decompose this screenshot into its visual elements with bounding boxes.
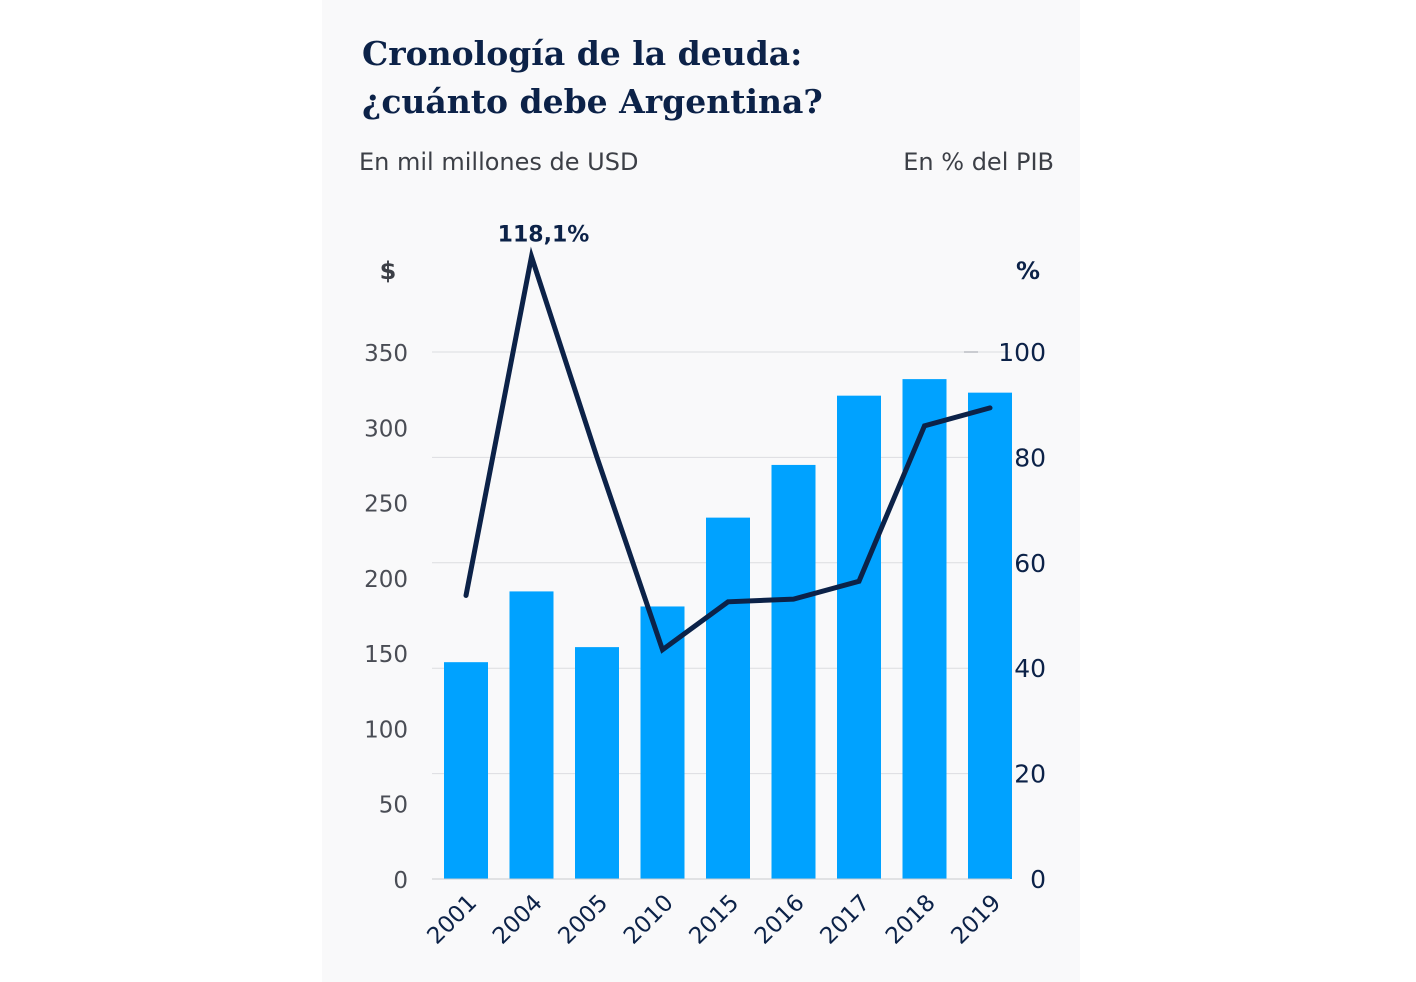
left-axis-unit: $ — [380, 257, 397, 285]
line-point-2015 — [726, 600, 730, 604]
bar-2005 — [575, 647, 619, 879]
x-tick-label-2018: 2018 — [881, 890, 941, 950]
x-tick-label-2016: 2016 — [750, 890, 810, 950]
peak-annotation: 118,1% — [498, 223, 590, 248]
line-series — [463, 246, 993, 654]
line-point-2017 — [857, 579, 861, 583]
right-tick-label: 20 — [1014, 760, 1046, 789]
right-axis-unit: % — [1016, 257, 1040, 285]
line-point-2019 — [988, 406, 992, 410]
bar-2001 — [444, 662, 488, 879]
line-point-2016 — [792, 597, 795, 601]
right-tick-label: 100 — [998, 338, 1046, 367]
title-line-1: Cronología de la deuda: — [362, 34, 803, 73]
left-tick-label: 0 — [393, 868, 408, 894]
x-tick-label-2001: 2001 — [422, 890, 482, 950]
line-point-2001 — [464, 593, 468, 597]
bar-2016 — [771, 464, 816, 879]
right-axis-subtitle: En % del PIB — [903, 148, 1054, 176]
x-tick-label-2019: 2019 — [946, 890, 1006, 950]
left-tick-label: 250 — [364, 492, 408, 518]
left-tick-label: 150 — [364, 642, 408, 668]
title-line-2: ¿cuánto debe Argentina? — [362, 82, 823, 121]
x-tick-label-2015: 2015 — [684, 890, 744, 950]
left-tick-label: 350 — [364, 341, 408, 367]
left-tick-label: 200 — [364, 567, 408, 593]
x-tick-label-2010: 2010 — [619, 890, 679, 950]
left-tick-label: 100 — [364, 717, 408, 743]
bar-2015 — [706, 517, 750, 879]
bar-series — [444, 379, 1012, 879]
line-point-2010 — [661, 648, 664, 652]
x-tick-label-2017: 2017 — [815, 890, 875, 950]
line-point-2004 — [530, 255, 533, 259]
line-point-2018 — [923, 424, 926, 428]
right-tick-label: 60 — [1014, 549, 1046, 578]
bar-2004 — [509, 591, 554, 879]
bar-2019 — [968, 392, 1012, 879]
left-tick-label: 300 — [364, 416, 408, 442]
bar-2017 — [837, 395, 881, 879]
chart-title: Cronología de la deuda: ¿cuánto debe Arg… — [362, 30, 823, 126]
x-tick-label-2005: 2005 — [553, 890, 613, 950]
right-tick-label: 0 — [1030, 865, 1046, 894]
x-tick-label-2004: 2004 — [488, 890, 548, 950]
right-tick-label: 80 — [1014, 443, 1046, 472]
right-tick-label: 40 — [1014, 654, 1046, 683]
line-point-2005 — [595, 455, 599, 459]
bar-2018 — [902, 379, 947, 879]
left-tick-label: 50 — [379, 793, 408, 819]
left-axis-subtitle: En mil millones de USD — [359, 148, 639, 176]
